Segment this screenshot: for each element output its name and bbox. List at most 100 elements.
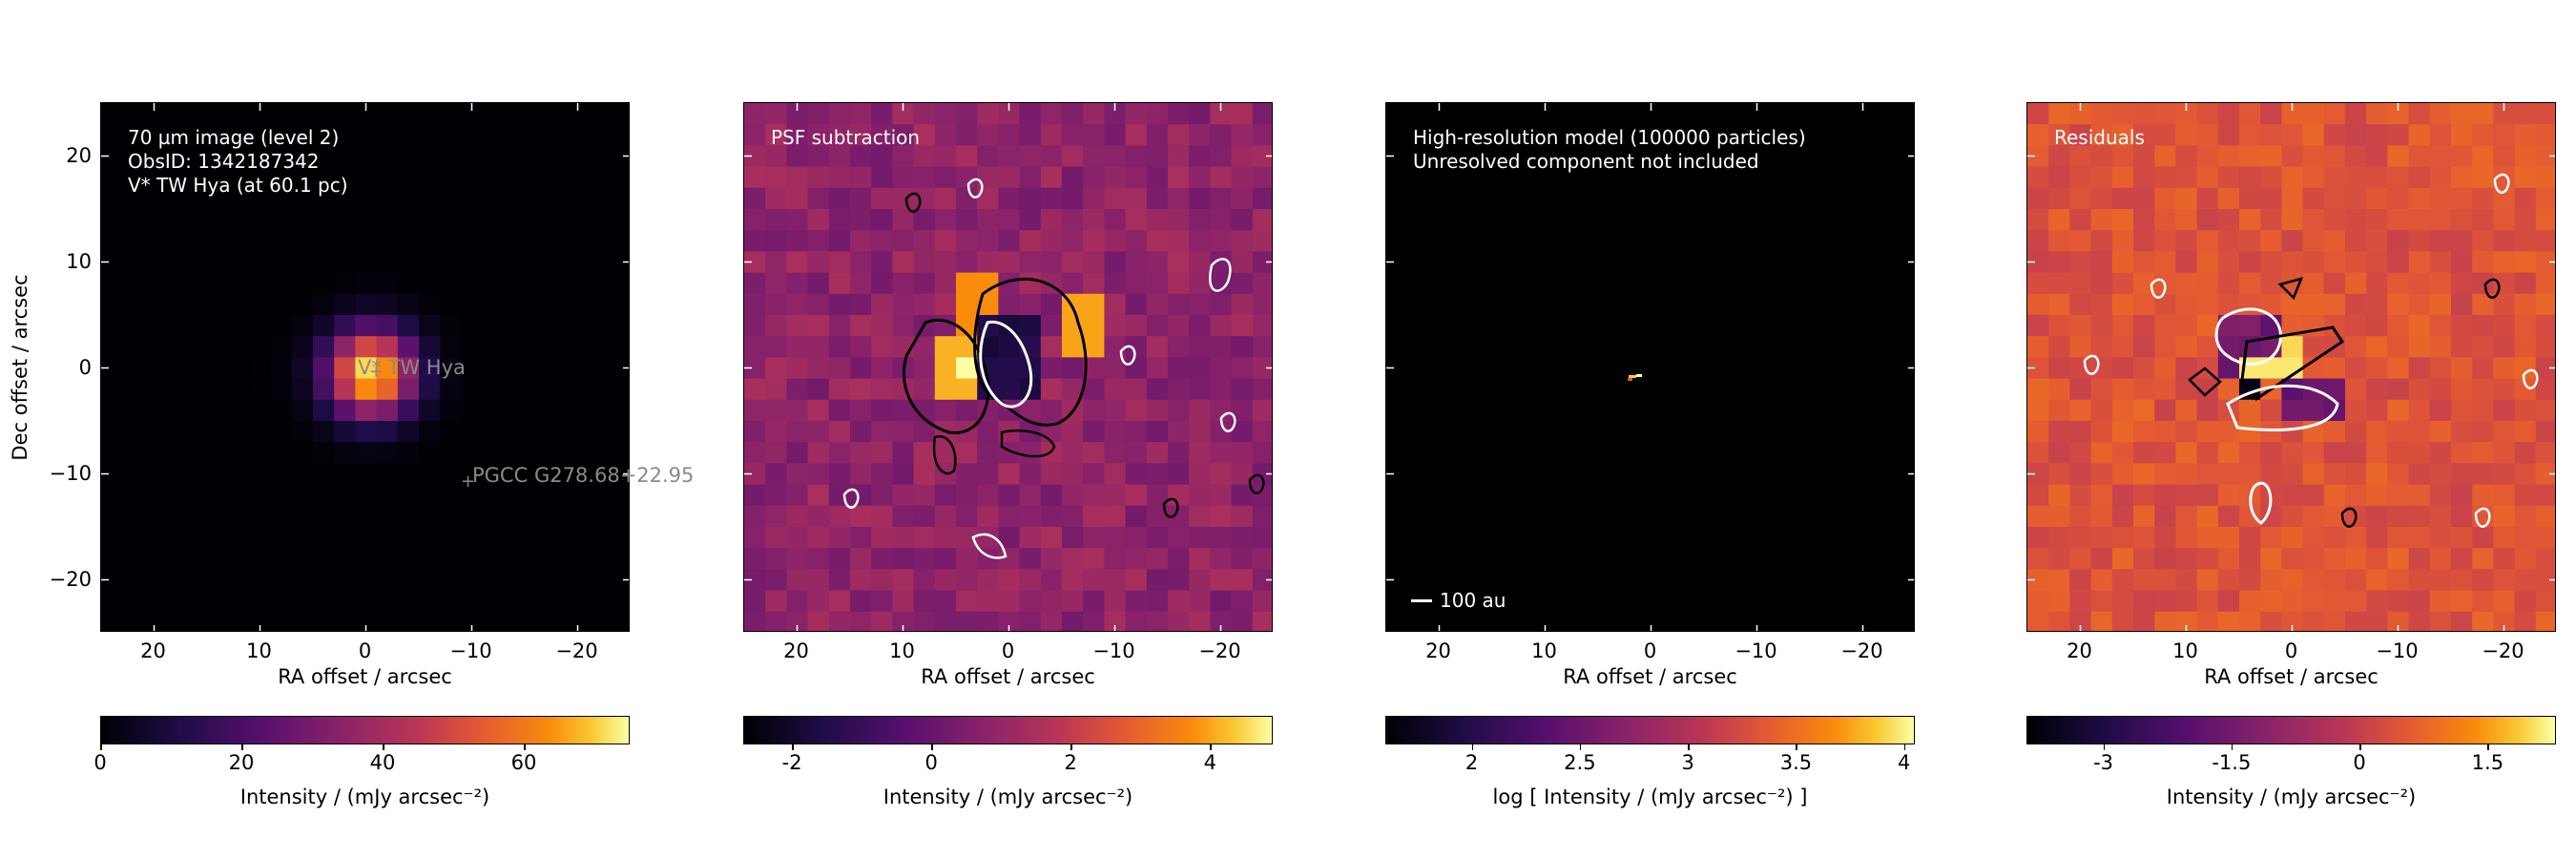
heatmap-pixel — [2048, 251, 2070, 274]
heatmap-pixel — [1125, 336, 1148, 358]
heatmap-pixel — [334, 421, 356, 443]
heatmap-pixel — [828, 505, 851, 528]
heatmap-pixel — [143, 548, 166, 570]
heatmap-pixel — [2048, 505, 2070, 528]
heatmap-pixel — [2387, 103, 2410, 125]
heatmap-pixel — [2175, 230, 2198, 252]
heatmap-pixel — [807, 187, 830, 210]
colorbar-label: Intensity / (mJy arcsec⁻²) — [883, 786, 1133, 808]
heatmap-pixel — [503, 124, 526, 146]
heatmap-pixel — [503, 442, 526, 464]
heatmap-pixel — [482, 548, 505, 570]
heatmap-pixel — [1019, 124, 1042, 146]
heatmap-pixel — [2387, 315, 2410, 337]
heatmap-pixel — [1189, 251, 1211, 274]
contour-line — [2493, 173, 2510, 194]
heatmap-pixel — [1252, 569, 1272, 592]
heatmap-pixel — [744, 209, 766, 231]
heatmap-pixel — [397, 166, 420, 189]
heatmap-pixel — [546, 548, 568, 570]
heatmap-pixel — [1252, 187, 1272, 210]
heatmap-pixel — [2408, 187, 2431, 210]
heatmap-pixel — [567, 336, 590, 358]
heatmap-pixel — [934, 272, 957, 295]
heatmap-pixel — [998, 484, 1021, 507]
heatmap-pixel — [765, 230, 787, 252]
heatmap-pixel — [2133, 569, 2155, 592]
heatmap-pixel — [2429, 166, 2452, 189]
heatmap-pixel — [2323, 124, 2346, 146]
heatmap-pixel — [546, 230, 568, 252]
heatmap-pixel — [207, 484, 229, 507]
heatmap-pixel — [1189, 569, 1211, 592]
heatmap-pixel — [913, 187, 936, 210]
heatmap-pixel — [913, 378, 936, 401]
heatmap-pixel — [567, 230, 590, 252]
heatmap-pixel — [1189, 590, 1211, 613]
heatmap-pixel — [207, 357, 229, 380]
heatmap-pixel — [2090, 357, 2113, 380]
heatmap-pixel — [185, 505, 208, 528]
heatmap-pixel — [1040, 336, 1063, 358]
contour-line — [979, 320, 1033, 409]
heatmap-pixel — [185, 463, 208, 486]
heatmap-pixel — [228, 421, 250, 443]
heatmap-pixel — [934, 357, 957, 380]
heatmap-pixel — [397, 315, 420, 337]
heatmap-pixel — [2133, 103, 2155, 125]
heatmap-pixel — [2514, 315, 2537, 337]
heatmap-pixel — [207, 230, 229, 252]
heatmap-pixel — [101, 484, 123, 507]
heatmap-pixel — [2217, 230, 2240, 252]
heatmap-pixel — [913, 230, 936, 252]
heatmap-pixel — [2154, 336, 2176, 358]
heatmap-pixel — [2366, 315, 2388, 337]
heatmap-pixel — [786, 315, 809, 337]
heatmap-pixel — [2154, 399, 2176, 422]
contour-line — [2522, 368, 2539, 389]
heatmap-pixel — [143, 209, 166, 231]
colorbar — [1385, 716, 1915, 744]
heatmap-pixel — [2217, 336, 2240, 358]
heatmap-pixel — [185, 378, 208, 401]
heatmap-pixel — [2196, 209, 2219, 231]
heatmap-pixel — [807, 209, 830, 231]
heatmap-pixel — [934, 145, 957, 168]
heatmap-pixel — [2451, 611, 2473, 631]
heatmap-pixel — [2217, 442, 2240, 464]
heatmap-pixel — [482, 569, 505, 592]
heatmap-pixel — [461, 103, 484, 125]
heatmap-pixel — [1019, 463, 1042, 486]
heatmap-pixel — [2260, 103, 2282, 125]
heatmap-pixel — [2472, 421, 2494, 443]
heatmap-pixel — [744, 315, 766, 337]
heatmap-pixel — [2535, 315, 2555, 337]
heatmap-pixel — [786, 230, 809, 252]
heatmap-pixel — [934, 569, 957, 592]
heatmap-pixel — [291, 611, 314, 631]
heatmap-pixel — [2027, 103, 2049, 125]
heatmap-pixel — [419, 399, 441, 422]
contour-line — [1209, 258, 1232, 292]
x-tick-label: 10 — [1531, 639, 1557, 662]
heatmap-pixel — [2239, 463, 2261, 486]
heatmap-pixel — [892, 145, 915, 168]
heatmap-pixel — [143, 463, 166, 486]
heatmap-pixel — [588, 399, 611, 422]
heatmap-pixel — [1168, 336, 1190, 358]
heatmap-pixel — [334, 357, 356, 380]
heatmap-pixel — [786, 166, 809, 189]
heatmap-pixel — [2069, 145, 2092, 168]
heatmap-pixel — [588, 230, 611, 252]
colorbar — [2026, 716, 2556, 744]
heatmap-pixel — [1189, 399, 1211, 422]
heatmap-pixel — [2345, 442, 2367, 464]
heatmap-pixel — [2239, 251, 2261, 274]
heatmap-pixel — [998, 124, 1021, 146]
heatmap-pixel — [1062, 442, 1084, 464]
heatmap-pixel — [850, 145, 872, 168]
heatmap-pixel — [2154, 463, 2176, 486]
heatmap-pixel — [609, 463, 629, 486]
heatmap-pixel — [2493, 611, 2516, 631]
heatmap-pixel — [2154, 124, 2176, 146]
